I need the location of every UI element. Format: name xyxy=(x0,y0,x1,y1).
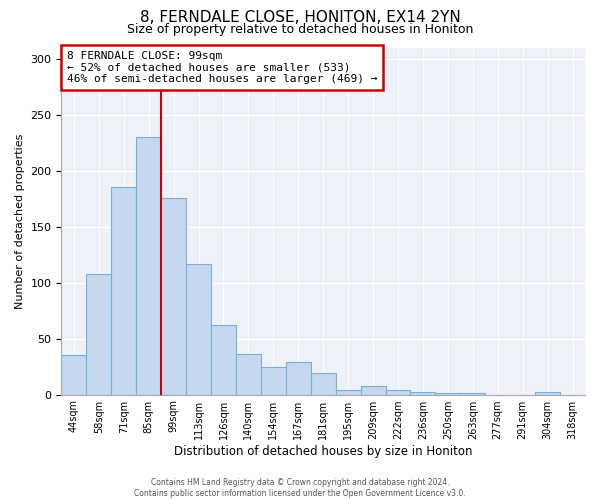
Bar xyxy=(111,188,136,394)
Text: 8 FERNDALE CLOSE: 99sqm
← 52% of detached houses are smaller (533)
46% of semi-d: 8 FERNDALE CLOSE: 99sqm ← 52% of detache… xyxy=(67,51,377,84)
Bar xyxy=(261,366,286,394)
Bar xyxy=(61,356,86,395)
Bar xyxy=(335,390,361,394)
Bar xyxy=(186,264,211,394)
Bar xyxy=(386,390,410,394)
Text: Contains HM Land Registry data © Crown copyright and database right 2024.
Contai: Contains HM Land Registry data © Crown c… xyxy=(134,478,466,498)
X-axis label: Distribution of detached houses by size in Honiton: Distribution of detached houses by size … xyxy=(174,444,472,458)
Bar xyxy=(410,392,436,394)
Bar xyxy=(211,325,236,394)
Bar xyxy=(86,274,111,394)
Y-axis label: Number of detached properties: Number of detached properties xyxy=(15,134,25,308)
Bar xyxy=(361,386,386,394)
Bar xyxy=(136,137,161,394)
Bar xyxy=(311,374,335,394)
Bar xyxy=(236,354,261,395)
Text: Size of property relative to detached houses in Honiton: Size of property relative to detached ho… xyxy=(127,22,473,36)
Bar xyxy=(535,392,560,394)
Text: 8, FERNDALE CLOSE, HONITON, EX14 2YN: 8, FERNDALE CLOSE, HONITON, EX14 2YN xyxy=(140,10,460,25)
Bar xyxy=(286,362,311,394)
Bar xyxy=(161,198,186,394)
